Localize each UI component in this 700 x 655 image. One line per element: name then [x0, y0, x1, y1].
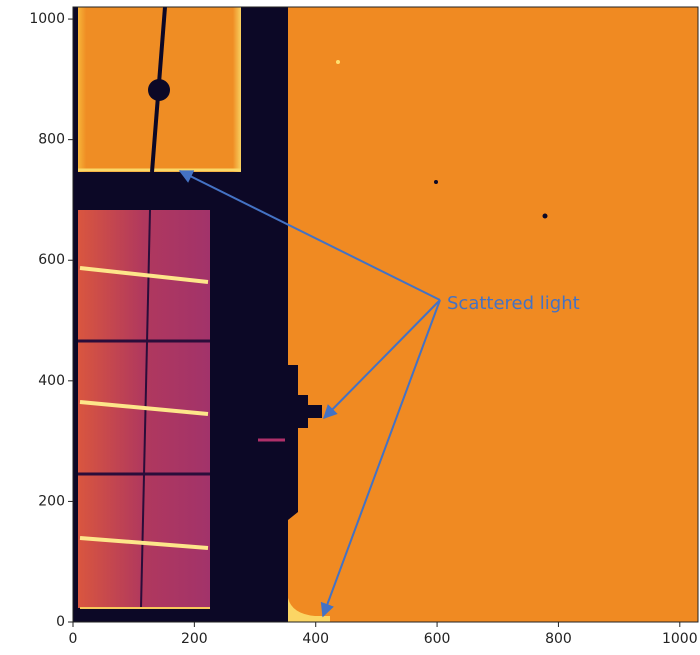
y-tick-label: 0 — [56, 614, 65, 630]
y-tick-label: 800 — [38, 132, 65, 148]
y-tick-label: 400 — [38, 373, 65, 389]
y-tick-label: 600 — [38, 252, 65, 268]
x-tick-label: 1000 — [662, 631, 698, 647]
x-tick-label: 0 — [69, 631, 78, 647]
annotation: Scattered light — [447, 293, 580, 314]
y-tick-label: 1000 — [29, 11, 65, 27]
annotation-arrows — [178, 170, 441, 618]
y-tick-label: 200 — [38, 493, 65, 509]
x-tick-label: 200 — [181, 631, 208, 647]
image — [73, 6, 698, 622]
x-tick-label: 800 — [545, 631, 572, 647]
x-tick-label: 600 — [424, 631, 451, 647]
plot-frame — [72, 6, 699, 623]
x-tick-label: 400 — [302, 631, 329, 647]
